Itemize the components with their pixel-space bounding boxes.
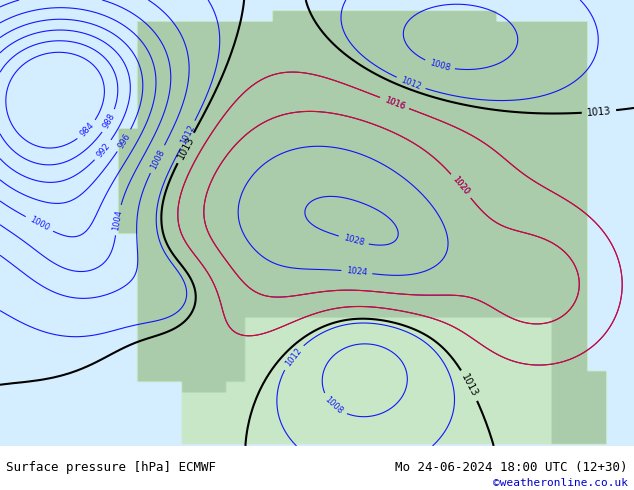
Text: 1024: 1024 bbox=[346, 267, 368, 277]
Text: Mo 24-06-2024 18:00 UTC (12+30): Mo 24-06-2024 18:00 UTC (12+30) bbox=[395, 462, 628, 474]
Text: 1020: 1020 bbox=[451, 175, 471, 197]
Text: 992: 992 bbox=[94, 141, 112, 159]
Text: 988: 988 bbox=[101, 112, 117, 130]
Text: 1016: 1016 bbox=[383, 95, 406, 111]
Text: 1016: 1016 bbox=[383, 95, 406, 111]
Text: 1008: 1008 bbox=[323, 395, 344, 416]
Text: 1013: 1013 bbox=[586, 106, 612, 118]
Text: ©weatheronline.co.uk: ©weatheronline.co.uk bbox=[493, 478, 628, 488]
Text: 1008: 1008 bbox=[148, 147, 166, 171]
Text: 984: 984 bbox=[79, 121, 96, 139]
Text: 1012: 1012 bbox=[283, 346, 303, 368]
Text: 1020: 1020 bbox=[451, 175, 471, 197]
Text: 1013: 1013 bbox=[460, 372, 480, 398]
Text: 1012: 1012 bbox=[179, 123, 197, 146]
Text: 1013: 1013 bbox=[176, 135, 196, 161]
Text: Surface pressure [hPa] ECMWF: Surface pressure [hPa] ECMWF bbox=[6, 462, 216, 474]
Text: 1000: 1000 bbox=[28, 215, 51, 233]
Text: 1004: 1004 bbox=[112, 209, 124, 231]
Text: 1028: 1028 bbox=[342, 233, 365, 247]
Text: 1008: 1008 bbox=[428, 58, 451, 73]
Text: 1012: 1012 bbox=[399, 75, 422, 91]
Text: 996: 996 bbox=[116, 131, 133, 150]
